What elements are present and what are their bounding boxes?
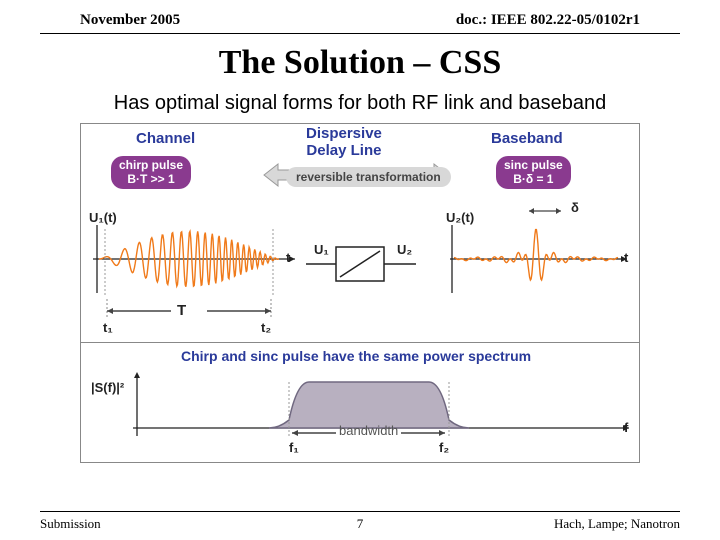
slide-subtitle: Has optimal signal forms for both RF lin… <box>0 92 720 115</box>
delta-label: δ <box>571 200 579 215</box>
spectrum-title: Chirp and sinc pulse have the same power… <box>181 348 531 364</box>
f-axis: f <box>624 420 628 435</box>
delta-span <box>525 204 565 218</box>
u1-label: U₁ <box>314 242 329 257</box>
sinc-pill: sinc pulse B·δ = 1 <box>496 156 571 189</box>
sinc-t-axis: t <box>624 250 628 265</box>
reversible-wrap: reversible transformation <box>286 168 451 186</box>
chirp-pill: chirp pulse B·T >> 1 <box>111 156 191 189</box>
slide-title: The Solution – CSS <box>0 44 720 82</box>
chirp-waveform <box>89 219 299 299</box>
col-baseband: Baseband <box>491 130 563 147</box>
reversible-label: reversible transformation <box>286 167 451 187</box>
chirp-t-axis: t <box>286 250 290 265</box>
col-channel: Channel <box>136 130 195 147</box>
chirp-pill-wrap: chirp pulse B·T >> 1 <box>111 156 191 189</box>
header-date: November 2005 <box>80 12 180 29</box>
bandwidth-label: bandwidth <box>339 423 398 438</box>
slide-header: November 2005 doc.: IEEE 802.22-05/0102r… <box>40 0 680 34</box>
sinc-pill-wrap: sinc pulse B·δ = 1 <box>496 156 571 189</box>
T-span <box>99 299 279 323</box>
css-diagram: Channel Dispersive Delay Line Baseband c… <box>80 123 640 463</box>
diagram-separator <box>81 342 639 343</box>
sinc-waveform <box>446 219 631 299</box>
u2-label: U₂ <box>397 242 412 257</box>
slide-footer: Submission 7 Hach, Lampe; Nanotron <box>40 516 680 532</box>
header-doc: doc.: IEEE 802.22-05/0102r1 <box>456 12 640 29</box>
footer-line <box>40 511 680 512</box>
f2-label: f₂ <box>439 440 449 455</box>
footer-page: 7 <box>357 516 364 532</box>
col-delay: Dispersive Delay Line <box>306 126 382 159</box>
f1-label: f₁ <box>289 440 299 455</box>
footer-left: Submission <box>40 516 101 532</box>
footer-right: Hach, Lampe; Nanotron <box>554 516 680 532</box>
